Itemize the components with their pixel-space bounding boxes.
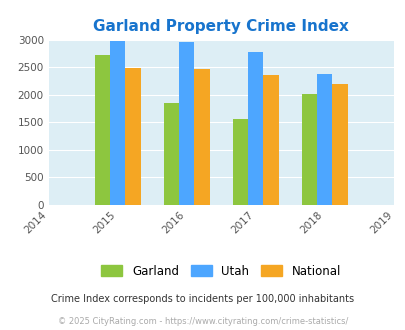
Bar [194, 69, 209, 205]
Bar [316, 74, 332, 205]
Bar [125, 68, 140, 205]
Bar [110, 41, 125, 205]
Title: Garland Property Crime Index: Garland Property Crime Index [93, 19, 348, 34]
Bar [332, 84, 347, 205]
Text: © 2025 CityRating.com - https://www.cityrating.com/crime-statistics/: © 2025 CityRating.com - https://www.city… [58, 317, 347, 326]
Bar [179, 42, 194, 205]
Text: Crime Index corresponds to incidents per 100,000 inhabitants: Crime Index corresponds to incidents per… [51, 294, 354, 304]
Bar [263, 75, 278, 205]
Legend: Garland, Utah, National: Garland, Utah, National [96, 260, 345, 282]
Bar [95, 55, 110, 205]
Bar [164, 103, 179, 205]
Bar [247, 52, 263, 205]
Bar [301, 93, 316, 205]
Bar [232, 119, 247, 205]
